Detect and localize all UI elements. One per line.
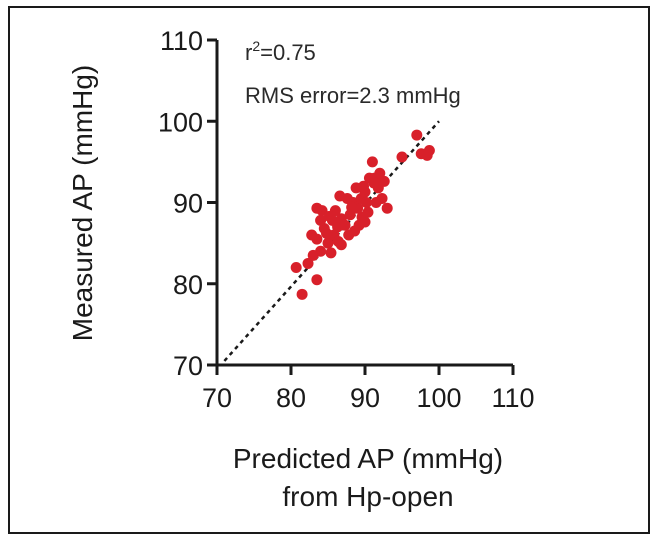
data-point [411, 129, 423, 141]
data-point [423, 145, 435, 156]
r-squared-value: =0.75 [260, 40, 316, 65]
data-point [311, 202, 323, 214]
y-tick-label: 110 [160, 26, 203, 56]
data-point [296, 288, 308, 300]
data-point [368, 177, 380, 189]
rms-error-annotation: RMS error=2.3 mmHg [245, 83, 461, 108]
x-tick-label: 100 [416, 383, 461, 413]
data-point [302, 257, 314, 269]
data-point [334, 190, 346, 202]
x-tick-label: 70 [202, 383, 232, 413]
data-point [360, 197, 372, 208]
data-points [290, 129, 435, 300]
figure-frame [8, 6, 650, 534]
x-axis-title-line2: from Hp-open [282, 481, 453, 512]
data-point [378, 175, 390, 187]
data-point [325, 247, 337, 259]
data-point [346, 201, 358, 213]
data-point [335, 239, 347, 251]
y-tick-label: 100 [158, 107, 203, 137]
ticks [207, 38, 515, 375]
data-point [374, 167, 386, 179]
y-tick-label: 70 [173, 351, 203, 381]
y-axis-title: Measured AP (mmHg) [67, 65, 98, 341]
x-axis-title-line1: Predicted AP (mmHg) [233, 443, 503, 474]
y-tick-label: 80 [173, 270, 203, 300]
r-squared-base: r [245, 40, 252, 65]
data-point [290, 262, 302, 273]
data-point [356, 211, 368, 223]
data-point [370, 197, 382, 208]
data-point [350, 182, 362, 194]
data-point [321, 227, 333, 239]
data-point [322, 237, 334, 249]
data-point [306, 229, 318, 241]
data-point [339, 219, 351, 231]
data-point [311, 274, 323, 286]
tick-labels: 70 80 90 100 110 70 80 90 100 110 [158, 26, 535, 413]
x-tick-label: 80 [276, 383, 306, 413]
y-tick-label: 90 [173, 189, 203, 219]
data-point [343, 229, 355, 241]
data-point [396, 151, 408, 163]
r-squared-superscript: 2 [252, 38, 260, 54]
x-tick-label: 110 [491, 383, 534, 413]
data-point [381, 202, 393, 214]
data-point [315, 214, 327, 226]
r-squared-annotation: r2=0.75 [245, 38, 316, 65]
data-point [315, 245, 327, 257]
x-tick-label: 90 [350, 383, 380, 413]
data-point [323, 210, 335, 222]
data-point [366, 156, 378, 168]
